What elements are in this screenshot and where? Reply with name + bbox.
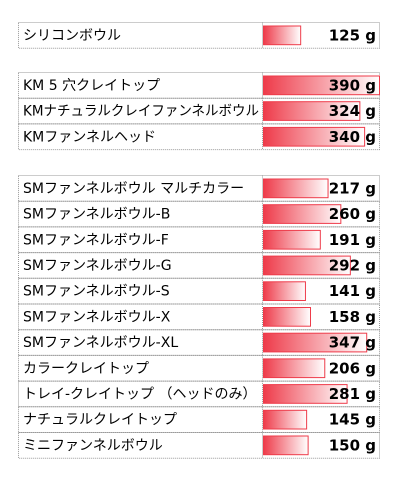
category-label: トレイ-クレイトップ （ヘッドのみ） — [23, 386, 257, 402]
data-label: 390 g — [329, 76, 376, 94]
data-bar — [263, 101, 361, 121]
data-bar — [263, 332, 368, 353]
data-bar — [263, 384, 348, 404]
category-label: SMファンネルボウル-X — [23, 309, 171, 325]
category-label: SMファンネルボウル-S — [23, 284, 170, 300]
table-row — [18, 72, 380, 99]
table-row — [18, 175, 380, 202]
data-label: 260 g — [329, 205, 376, 223]
category-label: シリコンボウル — [23, 28, 121, 44]
data-bar — [263, 255, 351, 276]
category-label: KMナチュラルクレイファンネルボウル — [23, 104, 259, 120]
category-label: ミニファンネルボウル — [23, 438, 163, 454]
table-row — [18, 22, 380, 49]
table-row — [18, 200, 380, 228]
category-label: KM 5 穴クレイトップ — [23, 78, 160, 94]
category-label: SMファンネルボウル-G — [23, 258, 172, 274]
table-row — [18, 97, 380, 125]
table-row — [18, 406, 380, 433]
data-label: 281 g — [329, 385, 376, 403]
data-label: 206 g — [329, 359, 376, 377]
category-label: SMファンネルボウル-F — [23, 232, 169, 248]
table-row — [18, 226, 380, 254]
data-label: 340 g — [329, 128, 376, 146]
data-bar — [263, 204, 342, 224]
table-row — [18, 123, 380, 151]
data-label: 150 g — [329, 436, 376, 454]
category-label: カラークレイトップ — [23, 361, 149, 377]
data-bar — [263, 229, 321, 250]
data-label: 158 g — [329, 308, 376, 326]
data-label: 324 g — [329, 102, 376, 120]
table-row — [18, 329, 380, 356]
table-row — [18, 303, 380, 331]
data-label: 347 g — [329, 334, 376, 352]
category-label: SMファンネルボウル-B — [23, 207, 170, 223]
data-bar — [263, 435, 309, 456]
data-label: 145 g — [329, 411, 376, 429]
category-label: SMファンネルボウル-XL — [23, 335, 178, 351]
data-bar — [263, 307, 311, 327]
data-bar — [263, 409, 308, 430]
data-bar — [263, 178, 329, 199]
table-row — [18, 354, 380, 382]
data-label: 217 g — [329, 179, 376, 197]
table-row — [18, 252, 380, 279]
category-label: SMファンネルボウル マルチカラー — [23, 181, 244, 197]
table-row — [18, 380, 380, 408]
table-row — [18, 432, 380, 459]
table-row — [18, 277, 380, 305]
category-label: KMファンネルヘッド — [23, 129, 156, 145]
data-bar — [263, 358, 326, 379]
data-label: 141 g — [329, 282, 376, 300]
data-bar — [263, 25, 302, 46]
data-bar — [263, 281, 306, 301]
data-bar — [263, 126, 366, 147]
data-label: 125 g — [329, 26, 376, 44]
data-bar — [263, 75, 380, 96]
category-label: ナチュラルクレイトップ — [23, 412, 177, 428]
data-label: 292 g — [329, 256, 376, 274]
data-label: 191 g — [329, 231, 376, 249]
